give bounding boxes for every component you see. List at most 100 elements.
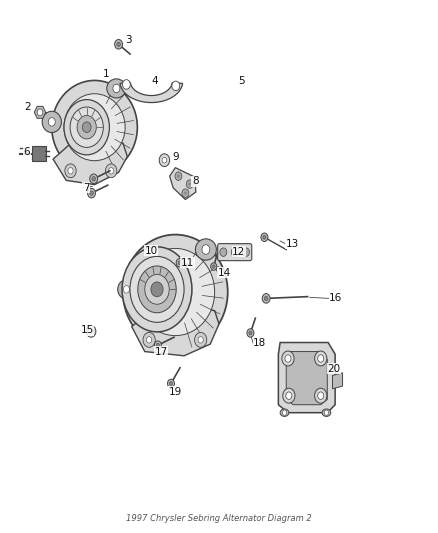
Text: 14: 14 [218, 268, 231, 278]
Polygon shape [279, 343, 335, 413]
Circle shape [314, 351, 327, 366]
Circle shape [88, 188, 95, 198]
Ellipse shape [280, 409, 289, 416]
Text: 6: 6 [23, 147, 30, 157]
Circle shape [202, 245, 210, 254]
Circle shape [314, 388, 327, 403]
Text: 17: 17 [154, 346, 168, 357]
Text: 20: 20 [327, 364, 340, 374]
Text: 5: 5 [239, 77, 245, 86]
Circle shape [170, 382, 173, 385]
Circle shape [324, 410, 328, 415]
Text: 16: 16 [329, 293, 342, 303]
Polygon shape [132, 305, 219, 356]
Text: 9: 9 [172, 152, 179, 162]
Circle shape [89, 329, 93, 334]
Circle shape [286, 392, 292, 399]
Circle shape [162, 157, 167, 163]
Circle shape [117, 42, 120, 46]
Ellipse shape [322, 409, 331, 416]
Circle shape [143, 333, 155, 348]
Circle shape [178, 261, 181, 265]
Circle shape [48, 118, 55, 126]
Ellipse shape [151, 282, 163, 297]
Text: 15: 15 [81, 325, 94, 335]
Circle shape [172, 81, 180, 91]
Circle shape [265, 296, 268, 301]
Ellipse shape [64, 94, 125, 161]
Text: 13: 13 [286, 239, 299, 248]
Circle shape [106, 164, 117, 177]
Circle shape [65, 164, 76, 177]
Polygon shape [286, 352, 327, 405]
Text: 12: 12 [232, 247, 245, 256]
Circle shape [184, 191, 187, 195]
Circle shape [68, 167, 73, 174]
Ellipse shape [122, 247, 192, 332]
FancyBboxPatch shape [218, 244, 252, 261]
Text: 1997 Chrysler Sebring Alternator Diagram 2: 1997 Chrysler Sebring Alternator Diagram… [126, 514, 312, 523]
Circle shape [154, 341, 161, 350]
Circle shape [109, 167, 114, 174]
Circle shape [318, 392, 324, 399]
Polygon shape [53, 138, 127, 184]
Polygon shape [120, 83, 183, 102]
Circle shape [262, 294, 270, 303]
Ellipse shape [77, 116, 96, 139]
Ellipse shape [118, 280, 135, 299]
Circle shape [115, 39, 123, 49]
Circle shape [231, 248, 238, 256]
Circle shape [123, 79, 131, 89]
Circle shape [159, 154, 170, 166]
Circle shape [156, 343, 159, 347]
Text: 4: 4 [151, 77, 158, 86]
Circle shape [182, 189, 189, 197]
Text: 1: 1 [102, 69, 109, 79]
Ellipse shape [123, 235, 228, 350]
Circle shape [113, 84, 120, 93]
Text: 3: 3 [125, 35, 132, 45]
Circle shape [147, 337, 152, 343]
Circle shape [318, 355, 324, 362]
Ellipse shape [82, 122, 91, 133]
Ellipse shape [136, 248, 215, 336]
Circle shape [175, 172, 182, 180]
Circle shape [283, 388, 295, 403]
Circle shape [90, 174, 98, 183]
Circle shape [285, 355, 291, 362]
Ellipse shape [52, 80, 138, 174]
Ellipse shape [130, 256, 184, 322]
FancyBboxPatch shape [32, 147, 46, 161]
Text: 11: 11 [181, 258, 194, 268]
Text: 7: 7 [83, 183, 89, 193]
Circle shape [263, 236, 266, 239]
Circle shape [220, 248, 227, 256]
Circle shape [211, 263, 217, 270]
Circle shape [92, 176, 95, 181]
Circle shape [261, 233, 268, 241]
Ellipse shape [138, 266, 176, 313]
Text: 18: 18 [253, 338, 266, 348]
Ellipse shape [42, 111, 61, 133]
Circle shape [86, 326, 96, 337]
Polygon shape [332, 373, 343, 389]
Circle shape [124, 286, 130, 293]
Ellipse shape [195, 239, 216, 260]
Circle shape [186, 180, 193, 188]
Text: 10: 10 [145, 246, 158, 255]
Circle shape [177, 174, 180, 177]
Circle shape [37, 109, 43, 116]
Text: 2: 2 [25, 102, 32, 112]
Text: 8: 8 [192, 176, 198, 187]
Ellipse shape [64, 100, 110, 155]
Circle shape [247, 329, 254, 337]
Circle shape [249, 331, 252, 335]
Circle shape [90, 191, 93, 195]
Circle shape [243, 248, 250, 256]
Text: 19: 19 [169, 387, 182, 397]
Circle shape [176, 259, 183, 267]
Ellipse shape [70, 107, 103, 148]
Ellipse shape [107, 79, 126, 98]
Circle shape [188, 182, 191, 185]
Polygon shape [170, 167, 196, 199]
